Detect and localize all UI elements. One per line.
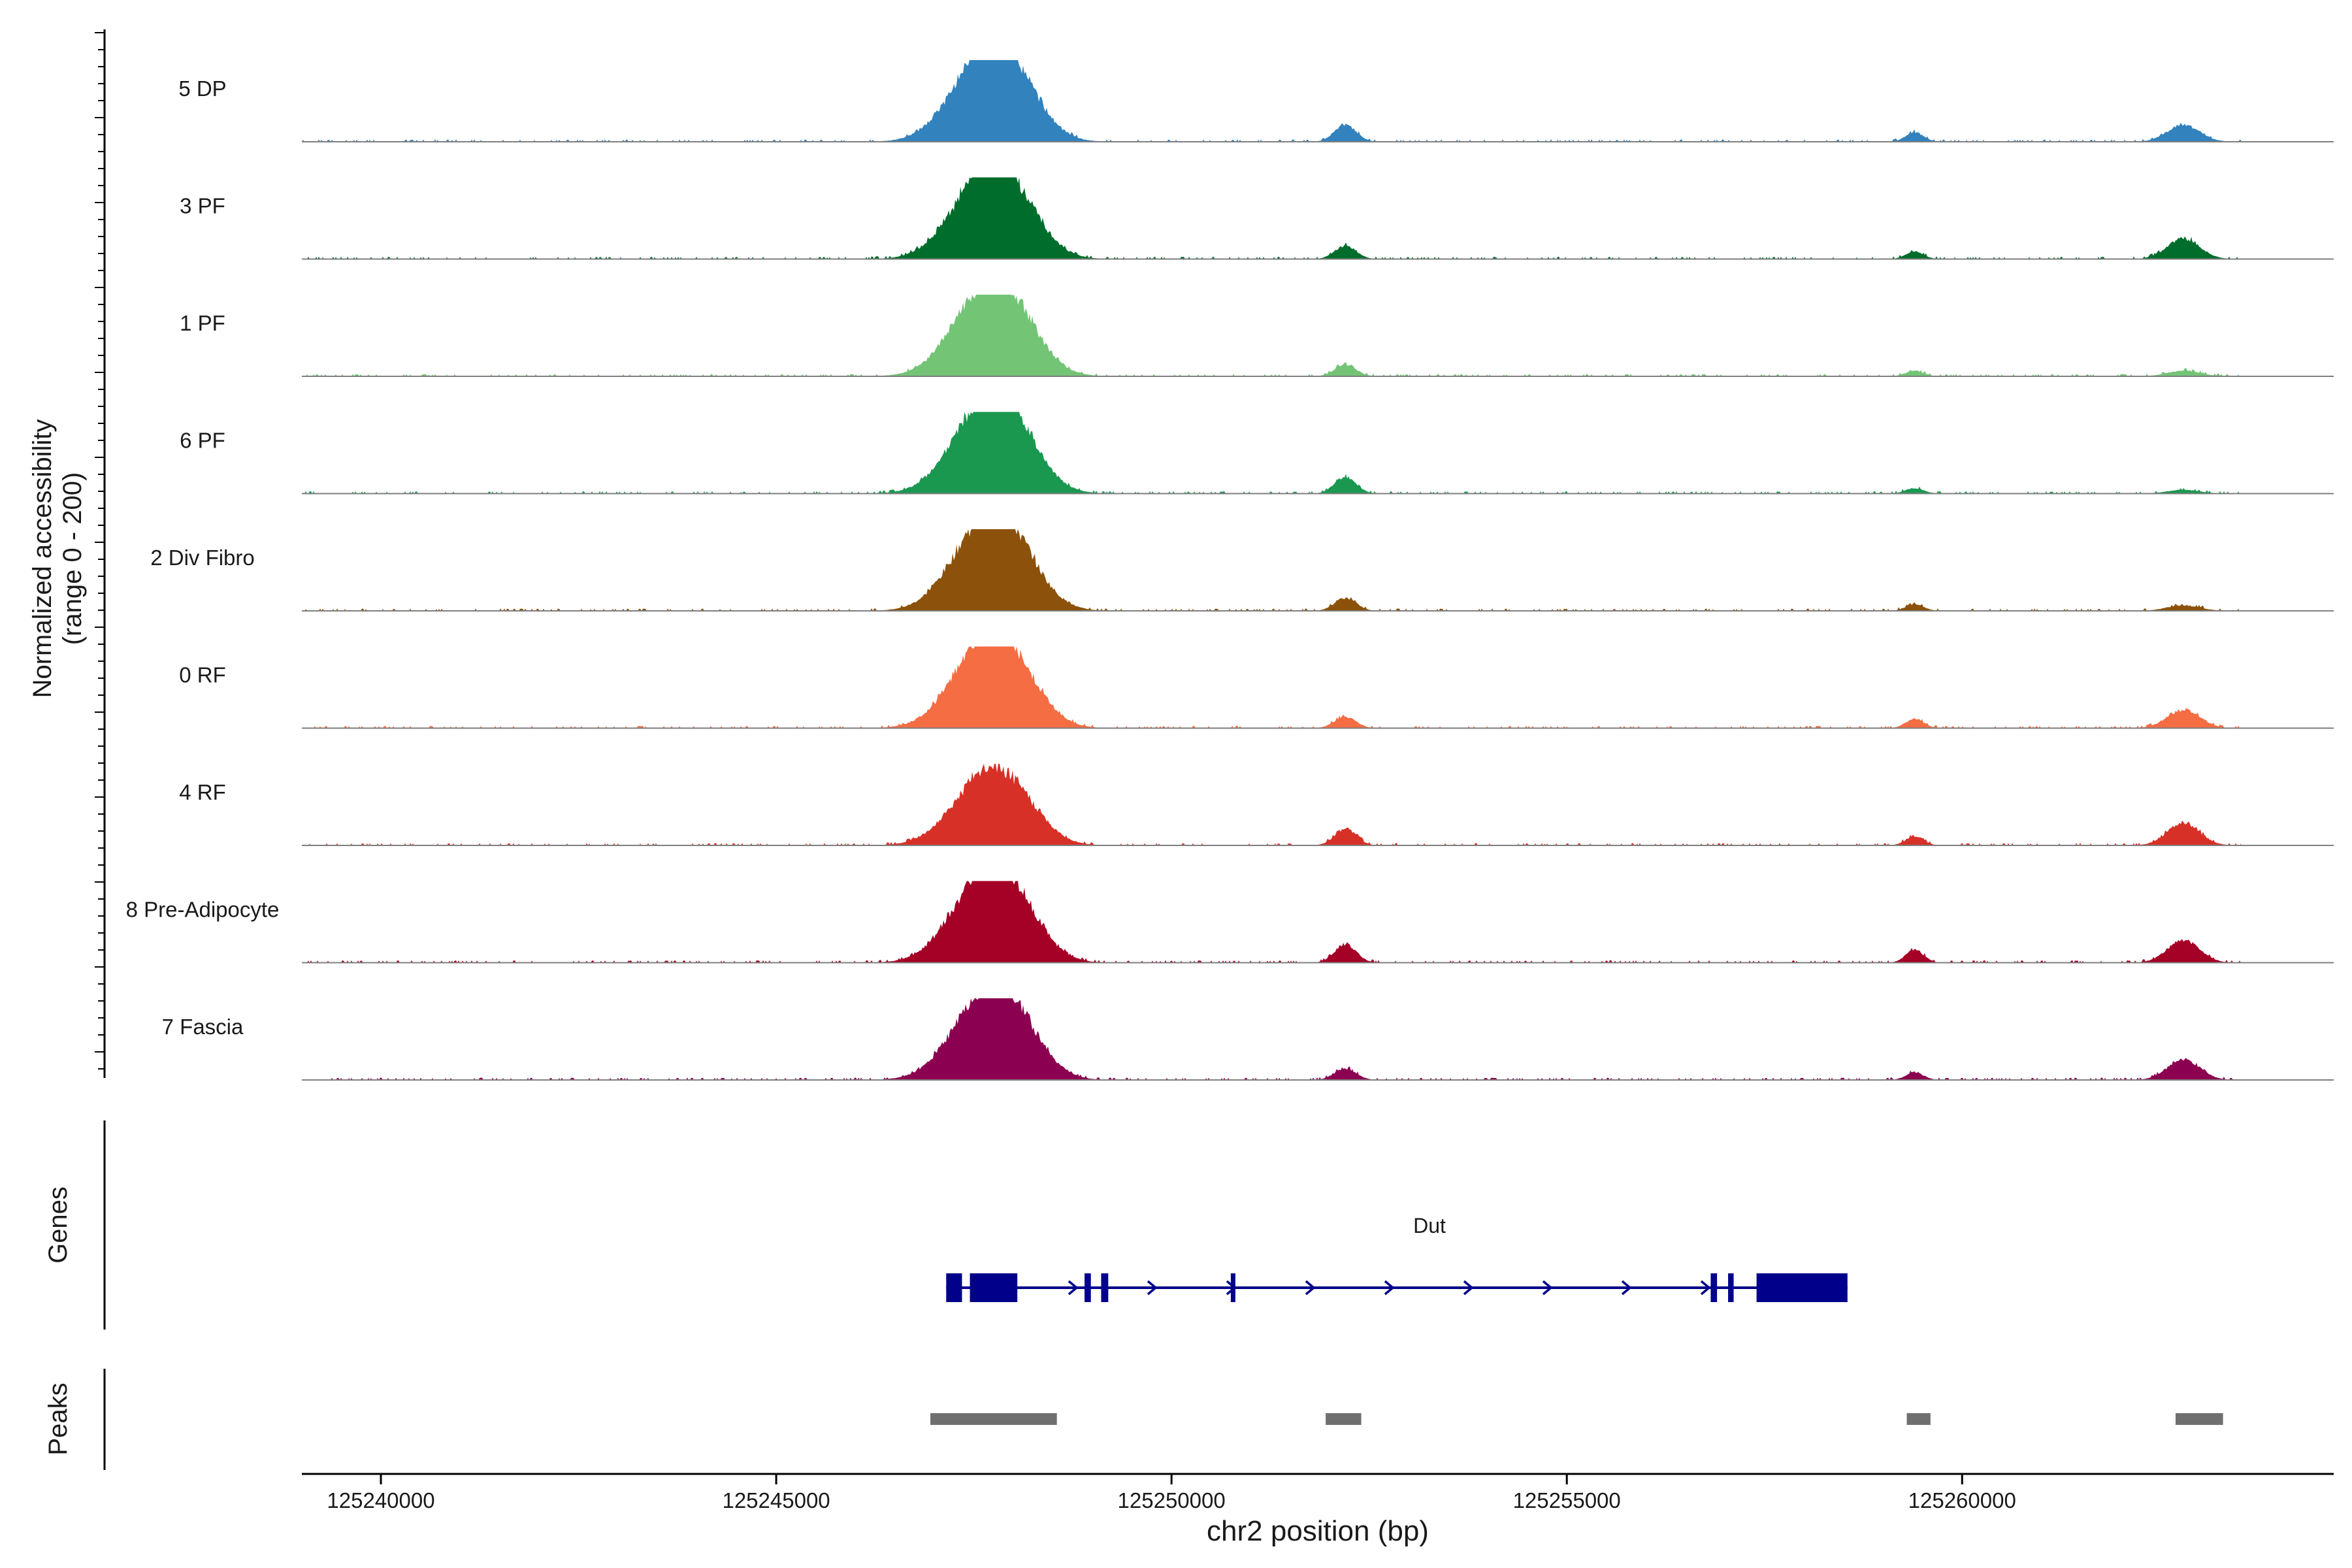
peak-region [1326,1413,1362,1425]
coverage-area-8-pre-adipocyte [302,881,2241,963]
x-axis-ticks: 125240000 125245000 125250000 125255000 1252… [327,1474,2016,1512]
gene-exon [1101,1273,1109,1302]
strand-arrow [1621,1280,1632,1296]
x-tick-label: 125255000 [1513,1488,1621,1512]
gene-exon [946,1273,962,1302]
coverage-area-7-fascia [302,998,2241,1080]
track-label-2-div-fibro: 2 Div Fibro [150,546,255,570]
x-axis-title: chr2 position (bp) [1207,1515,1429,1547]
track-label-6-pf: 6 PF [180,429,225,453]
coverage-area-6-pf [302,412,2241,494]
peak-region [930,1413,1057,1425]
track-label-5-dp: 5 DP [178,76,226,101]
gene-exon [1710,1273,1718,1302]
gene-exon [1085,1273,1091,1302]
gene-name-label: Dut [1413,1214,1446,1237]
coverage-area-2-div-fibro [302,529,2241,611]
strand-arrow [1463,1280,1474,1296]
peak-region [2175,1413,2223,1425]
track-label-7-fascia: 7 Fascia [162,1015,244,1039]
gene-exon [970,1273,1018,1302]
x-tick-label: 125240000 [327,1488,434,1512]
x-tick-label: 125250000 [1118,1488,1226,1512]
track-label-1-pf: 1 PF [180,311,225,335]
track-label-4-rf: 4 RF [179,780,226,804]
peaks-track-label: Peaks [44,1382,73,1455]
coverage-area-3-pf [302,177,2241,259]
strand-arrow [1384,1280,1395,1296]
x-tick-label: 125245000 [722,1488,830,1512]
gene-track: Dut [946,1214,1848,1302]
track-label-8-pre-adipocyte: 8 Pre-Adipocyte [126,898,280,922]
peak-region [1906,1413,1931,1425]
track-label-0-rf: 0 RF [179,663,226,687]
x-tick-label: 125260000 [1908,1488,2016,1512]
strand-arrow [1068,1280,1079,1296]
y-axis-range-label: (range 0 - 200) [58,472,87,645]
gene-exon [1728,1273,1734,1302]
gene-exon [1230,1273,1235,1302]
strand-arrow [1542,1280,1553,1296]
track-label-3-pf: 3 PF [180,194,225,218]
peak-regions [930,1413,2223,1425]
strand-arrow [1700,1280,1711,1296]
coverage-tracks [302,60,2334,1081]
genes-track-label: Genes [44,1186,73,1264]
coverage-area-1-pf [302,295,2241,376]
coverage-area-4-rf [302,764,2241,845]
gene-exon [1756,1273,1848,1302]
track-labels: 5 DP 3 PF 1 PF 6 PF 2 Div Fibro 0 RF 4 RF 8 Pre… [126,76,280,1039]
y-axis-label: Normalized accessibility [28,419,57,698]
strand-arrow [1305,1280,1316,1296]
strand-arrow [1147,1280,1158,1296]
coverage-area-5-dp [302,60,2241,142]
y-axis-ticks [95,32,105,1070]
coverage-area-0-rf [302,646,2241,728]
